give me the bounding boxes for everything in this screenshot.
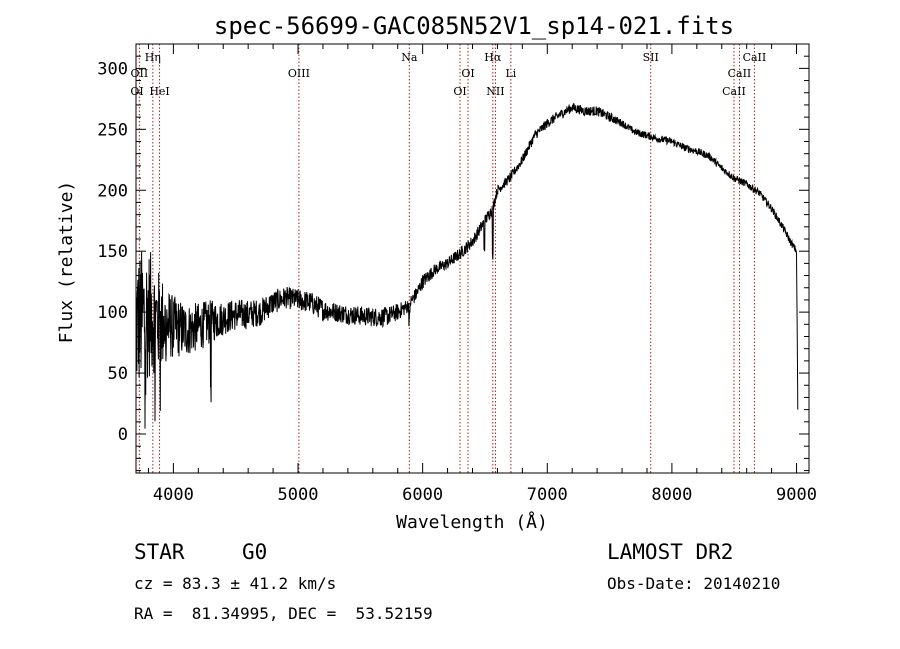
spectral-line-label-7: OI [453,85,466,98]
spectral-line-label-0: Hη [145,51,161,64]
axis-ticks [136,44,809,473]
y-tick-label: 300 [97,59,128,79]
y-axis-label: Flux (relative) [56,181,77,344]
spectral-line-label-12: CaII [743,51,767,64]
coordinates: RA = 81.34995, DEC = 53.52159 [134,604,433,623]
spectral-line-label-3: HeI [149,85,169,98]
spectral-line-label-11: SII [643,51,659,64]
y-tick-label: 50 [108,364,128,384]
chart-title: spec-56699-GAC085N52V1_sp14-021.fits [214,12,734,40]
y-tick-label: 150 [97,242,128,262]
x-tick-label: 4000 [153,485,194,505]
spectral-line-markers [136,44,754,473]
observation-date: Obs-Date: 20140210 [607,574,780,593]
object-class: STAR [134,540,185,564]
plot-frame [136,44,809,473]
flux-series-line [136,103,798,428]
spectral-line-label-6: OI [461,67,474,80]
spectral-line-label-2: OI [130,85,143,98]
spectral-line-label-13: CaII [728,67,752,80]
y-tick-label: 100 [97,303,128,323]
tick-labels: 4000 5000 6000 7000 8000 9000 0 50 100 150 200 250 3… [97,59,817,505]
spectral-line-label-1: OII [131,67,149,80]
spectral-line-label-5: Na [401,51,418,64]
x-tick-label: 6000 [402,485,443,505]
spectral-line-label-8: Hα [484,51,502,64]
spectral-line-label-9: NII [486,85,504,98]
y-tick-label: 200 [97,181,128,201]
x-axis-label: Wavelength (Å) [396,511,548,533]
spectral-line-label-14: CaII [722,85,746,98]
redshift-velocity: cz = 83.3 ± 41.2 km/s [134,574,336,593]
spectral-line-label-10: Li [505,67,516,80]
object-subclass: G0 [242,540,267,564]
x-tick-label: 7000 [527,485,568,505]
series-layer [136,103,798,428]
spectral-line-label-4: OIII [288,67,310,80]
survey-name: LAMOST DR2 [607,540,733,564]
y-tick-label: 0 [118,425,128,445]
x-tick-label: 8000 [651,485,692,505]
y-tick-label: 250 [97,120,128,140]
x-tick-label: 9000 [776,485,817,505]
x-tick-label: 5000 [278,485,319,505]
